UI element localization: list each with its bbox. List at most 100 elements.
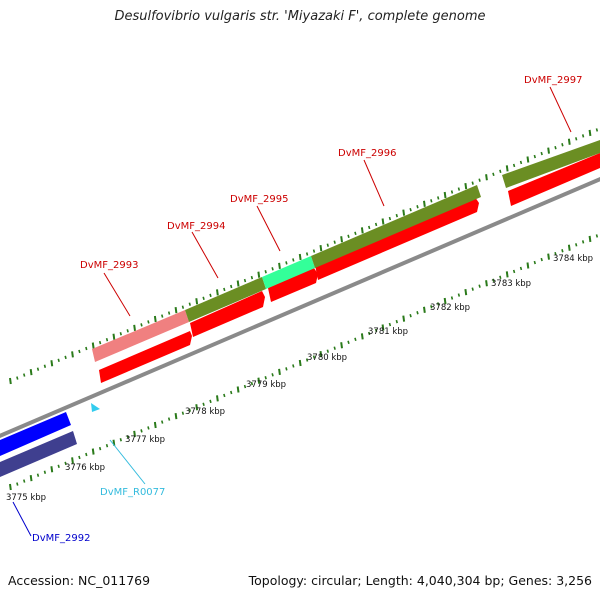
tick-mark	[526, 156, 530, 163]
tick-mark	[78, 349, 81, 354]
tick-mark	[236, 386, 240, 393]
tick-mark	[505, 271, 509, 278]
tick-mark	[512, 163, 516, 168]
tick-mark	[64, 355, 67, 360]
tick-mark	[50, 466, 54, 473]
gene-2996-block[interactable]	[311, 185, 481, 268]
tick-mark	[526, 262, 530, 269]
tick-mark	[347, 340, 350, 344]
gene-2994-block[interactable]	[185, 277, 266, 322]
tick-mark	[43, 364, 47, 368]
tick-mark	[9, 483, 12, 491]
accession-label: Accession: NC_011769	[8, 573, 151, 588]
tick-mark	[374, 328, 378, 333]
tick-mark	[388, 216, 392, 221]
gene-arrow-2993-fwd[interactable]	[99, 331, 192, 383]
tick-mark	[16, 376, 19, 380]
tick-mark	[174, 306, 178, 314]
tick-mark	[450, 190, 454, 194]
tick-mark	[257, 377, 261, 384]
tick-mark	[519, 160, 523, 165]
tick-mark	[471, 181, 474, 185]
tick-mark	[112, 333, 116, 340]
tick-mark	[478, 284, 481, 288]
label-leaders	[12, 86, 572, 537]
gene-arrow-2996-fwd[interactable]	[315, 197, 479, 280]
tick-mark	[292, 364, 295, 368]
tick-mark	[36, 473, 40, 477]
tick-mark	[50, 360, 54, 367]
gene-label-2993[interactable]: DvMF_2993	[80, 260, 138, 271]
gene-labels: DvMF_2993 DvMF_2994 DvMF_2995 DvMF_2996 …	[32, 75, 582, 544]
gene-2992-partner-block[interactable]	[0, 431, 77, 477]
tick-mark	[216, 289, 219, 296]
tick-mark	[133, 430, 136, 437]
tick-mark	[278, 368, 281, 375]
tick-mark	[561, 249, 564, 253]
tick-mark	[575, 243, 578, 247]
tick-mark	[243, 384, 247, 389]
tick-mark	[340, 236, 343, 243]
rna-marker-R0077[interactable]	[91, 403, 100, 412]
tick-mark	[202, 402, 205, 407]
tick-mark	[547, 253, 550, 260]
tick-mark	[126, 435, 129, 439]
gene-arrow-2995-fwd[interactable]	[268, 268, 318, 302]
tick-mark	[167, 417, 171, 421]
gene-label-R0077[interactable]: DvMF_R0077	[100, 487, 165, 498]
reverse-strand-track	[92, 140, 600, 362]
gene-label-2996[interactable]: DvMF_2996	[338, 148, 396, 159]
tick-mark	[209, 399, 212, 404]
tick-mark	[540, 257, 543, 262]
tick-mark	[23, 373, 26, 377]
tick-mark	[85, 452, 88, 457]
tick-mark	[71, 351, 74, 358]
tick-mark	[230, 284, 233, 289]
tick-mark	[519, 266, 523, 271]
tick-mark	[437, 302, 440, 306]
tick-mark	[554, 145, 557, 150]
tick-mark	[368, 225, 371, 230]
tick-mark	[147, 320, 150, 324]
gene-2997-block[interactable]	[502, 140, 600, 188]
tick-mark	[416, 205, 419, 209]
gene-label-2992[interactable]: DvMF_2992	[32, 533, 90, 544]
tick-mark	[298, 253, 302, 261]
tick-mark	[326, 243, 329, 247]
tick-mark	[581, 240, 585, 244]
tick-mark	[209, 293, 212, 298]
tick-mark	[264, 270, 267, 274]
tick-mark	[402, 315, 406, 322]
ruler-label: 3784 kbp	[553, 254, 593, 264]
gene-arrow-2997-fwd[interactable]	[508, 153, 600, 206]
tick-mark	[437, 196, 440, 200]
tick-mark	[595, 128, 599, 132]
tick-mark	[595, 234, 599, 238]
gene-label-2994[interactable]: DvMF_2994	[167, 221, 225, 232]
gene-label-2995[interactable]: DvMF_2995	[230, 194, 288, 205]
gene-arrow-2994-fwd[interactable]	[190, 291, 265, 337]
tick-mark	[347, 234, 350, 238]
tick-mark	[36, 367, 40, 371]
gene-2992-block[interactable]	[0, 412, 71, 456]
tick-mark	[119, 332, 122, 336]
tick-mark	[278, 262, 281, 269]
left-genes	[0, 412, 77, 477]
tick-mark	[360, 333, 364, 340]
tick-mark	[119, 438, 122, 442]
tick-mark	[499, 169, 502, 174]
tick-mark	[153, 421, 157, 429]
tick-mark	[9, 377, 12, 385]
tick-mark	[540, 151, 543, 156]
tick-mark	[416, 311, 419, 315]
gene-label-2997[interactable]: DvMF_2997	[524, 75, 582, 86]
tick-mark	[181, 411, 185, 415]
tick-mark	[181, 305, 185, 309]
tick-mark	[547, 147, 550, 154]
gene-2993-block[interactable]	[92, 310, 189, 362]
tick-mark	[105, 337, 109, 342]
tick-mark	[567, 138, 571, 145]
tick-mark	[236, 280, 240, 287]
gene-2995-block[interactable]	[262, 256, 315, 289]
tick-mark	[271, 267, 274, 271]
